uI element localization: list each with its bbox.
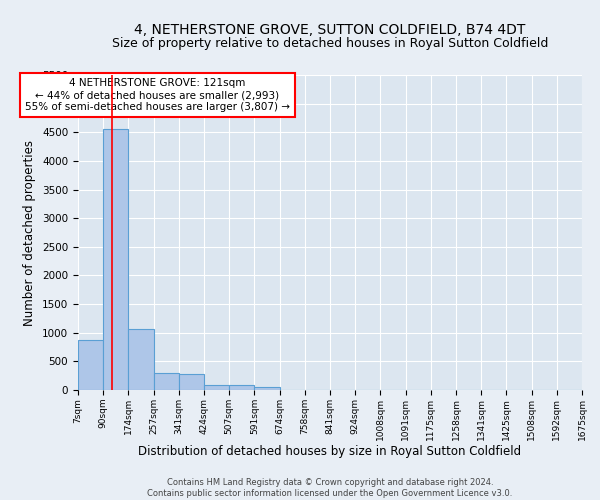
X-axis label: Distribution of detached houses by size in Royal Sutton Coldfield: Distribution of detached houses by size …	[139, 446, 521, 458]
Bar	[229, 385, 254, 390]
Bar	[154, 374, 179, 390]
Text: Contains HM Land Registry data © Crown copyright and database right 2024.
Contai: Contains HM Land Registry data © Crown c…	[148, 478, 512, 498]
Text: 4 NETHERSTONE GROVE: 121sqm
← 44% of detached houses are smaller (2,993)
55% of : 4 NETHERSTONE GROVE: 121sqm ← 44% of det…	[25, 78, 290, 112]
Bar	[179, 374, 204, 390]
Bar	[103, 129, 128, 390]
Y-axis label: Number of detached properties: Number of detached properties	[23, 140, 37, 326]
Text: Size of property relative to detached houses in Royal Sutton Coldfield: Size of property relative to detached ho…	[112, 38, 548, 51]
Bar	[204, 385, 229, 390]
Bar	[254, 387, 280, 390]
Text: 4, NETHERSTONE GROVE, SUTTON COLDFIELD, B74 4DT: 4, NETHERSTONE GROVE, SUTTON COLDFIELD, …	[134, 22, 526, 36]
Bar	[78, 340, 103, 390]
Bar	[128, 330, 154, 390]
